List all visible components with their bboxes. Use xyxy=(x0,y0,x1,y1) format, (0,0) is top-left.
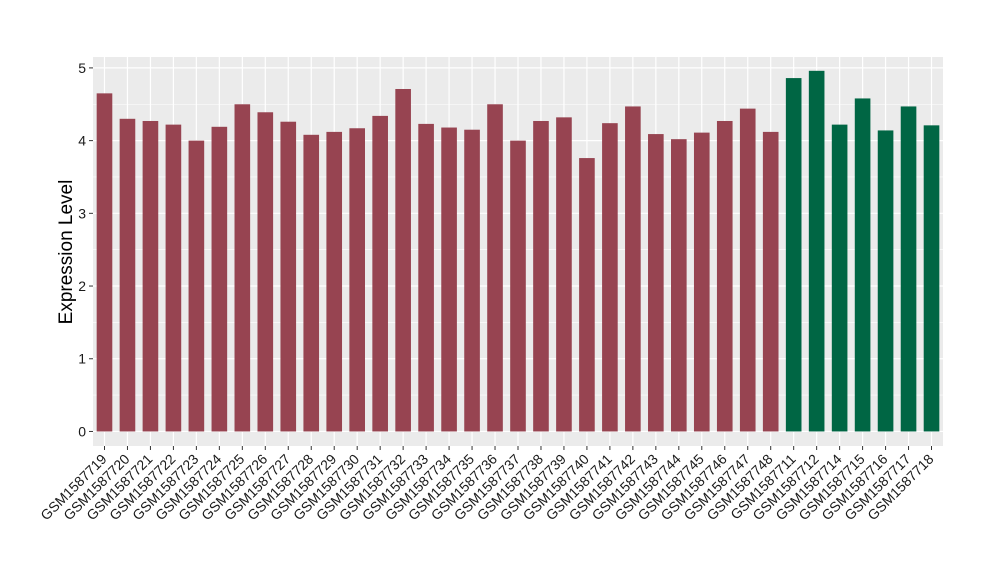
bar-GSM1587727 xyxy=(280,121,297,432)
y-tick-label: 2 xyxy=(78,278,86,294)
y-axis: 0 1 2 3 4 5 xyxy=(78,60,93,439)
bar-GSM1587747 xyxy=(739,108,756,432)
bar-GSM1587731 xyxy=(372,115,388,432)
bar-GSM1587729 xyxy=(326,131,343,432)
bar-GSM1587711 xyxy=(785,78,802,432)
bar-GSM1587739 xyxy=(556,117,572,432)
bar-GSM1587736 xyxy=(487,104,503,432)
bar-GSM1587719 xyxy=(96,93,113,432)
bar-GSM1587737 xyxy=(510,140,526,432)
bar-GSM1587723 xyxy=(188,140,205,432)
bar-GSM1587733 xyxy=(418,123,434,432)
bar-GSM1587728 xyxy=(303,134,320,432)
y-tick-label: 5 xyxy=(78,60,86,76)
bar-GSM1587740 xyxy=(579,158,595,432)
bar-GSM1587734 xyxy=(441,127,457,432)
bar-GSM1587742 xyxy=(625,106,641,432)
bar-GSM1587721 xyxy=(142,120,159,432)
bar-GSM1587741 xyxy=(602,123,618,432)
bar-GSM1587722 xyxy=(165,124,182,432)
bar-GSM1587746 xyxy=(716,120,733,432)
y-axis-title: Expression Level xyxy=(56,180,77,325)
bar-GSM1587732 xyxy=(395,88,411,432)
bar-GSM1587724 xyxy=(211,126,228,432)
x-axis: GSM1587719GSM1587720GSM1587721GSM1587722… xyxy=(37,446,937,523)
y-tick-label: 0 xyxy=(78,423,86,439)
bar-GSM1587730 xyxy=(349,128,365,432)
bar-GSM1587743 xyxy=(648,134,664,432)
bar-GSM1587717 xyxy=(900,106,917,432)
bar-GSM1587726 xyxy=(257,112,274,432)
bar-GSM1587716 xyxy=(877,130,894,432)
y-tick-label: 1 xyxy=(78,351,86,367)
y-tick-label: 4 xyxy=(78,133,86,149)
bar-GSM1587725 xyxy=(234,104,251,432)
bar-GSM1587712 xyxy=(808,70,825,432)
bar-GSM1587720 xyxy=(119,118,136,432)
bar-GSM1587745 xyxy=(693,132,710,432)
bar-GSM1587715 xyxy=(854,98,871,432)
bar-GSM1587748 xyxy=(762,131,779,432)
bar-GSM1587744 xyxy=(671,139,687,432)
bar-GSM1587738 xyxy=(533,120,549,432)
bar-GSM1587714 xyxy=(831,124,848,432)
bar-GSM1587735 xyxy=(464,129,480,432)
bar-GSM1587718 xyxy=(923,125,940,432)
bars xyxy=(96,70,940,432)
y-tick-label: 3 xyxy=(78,205,86,221)
